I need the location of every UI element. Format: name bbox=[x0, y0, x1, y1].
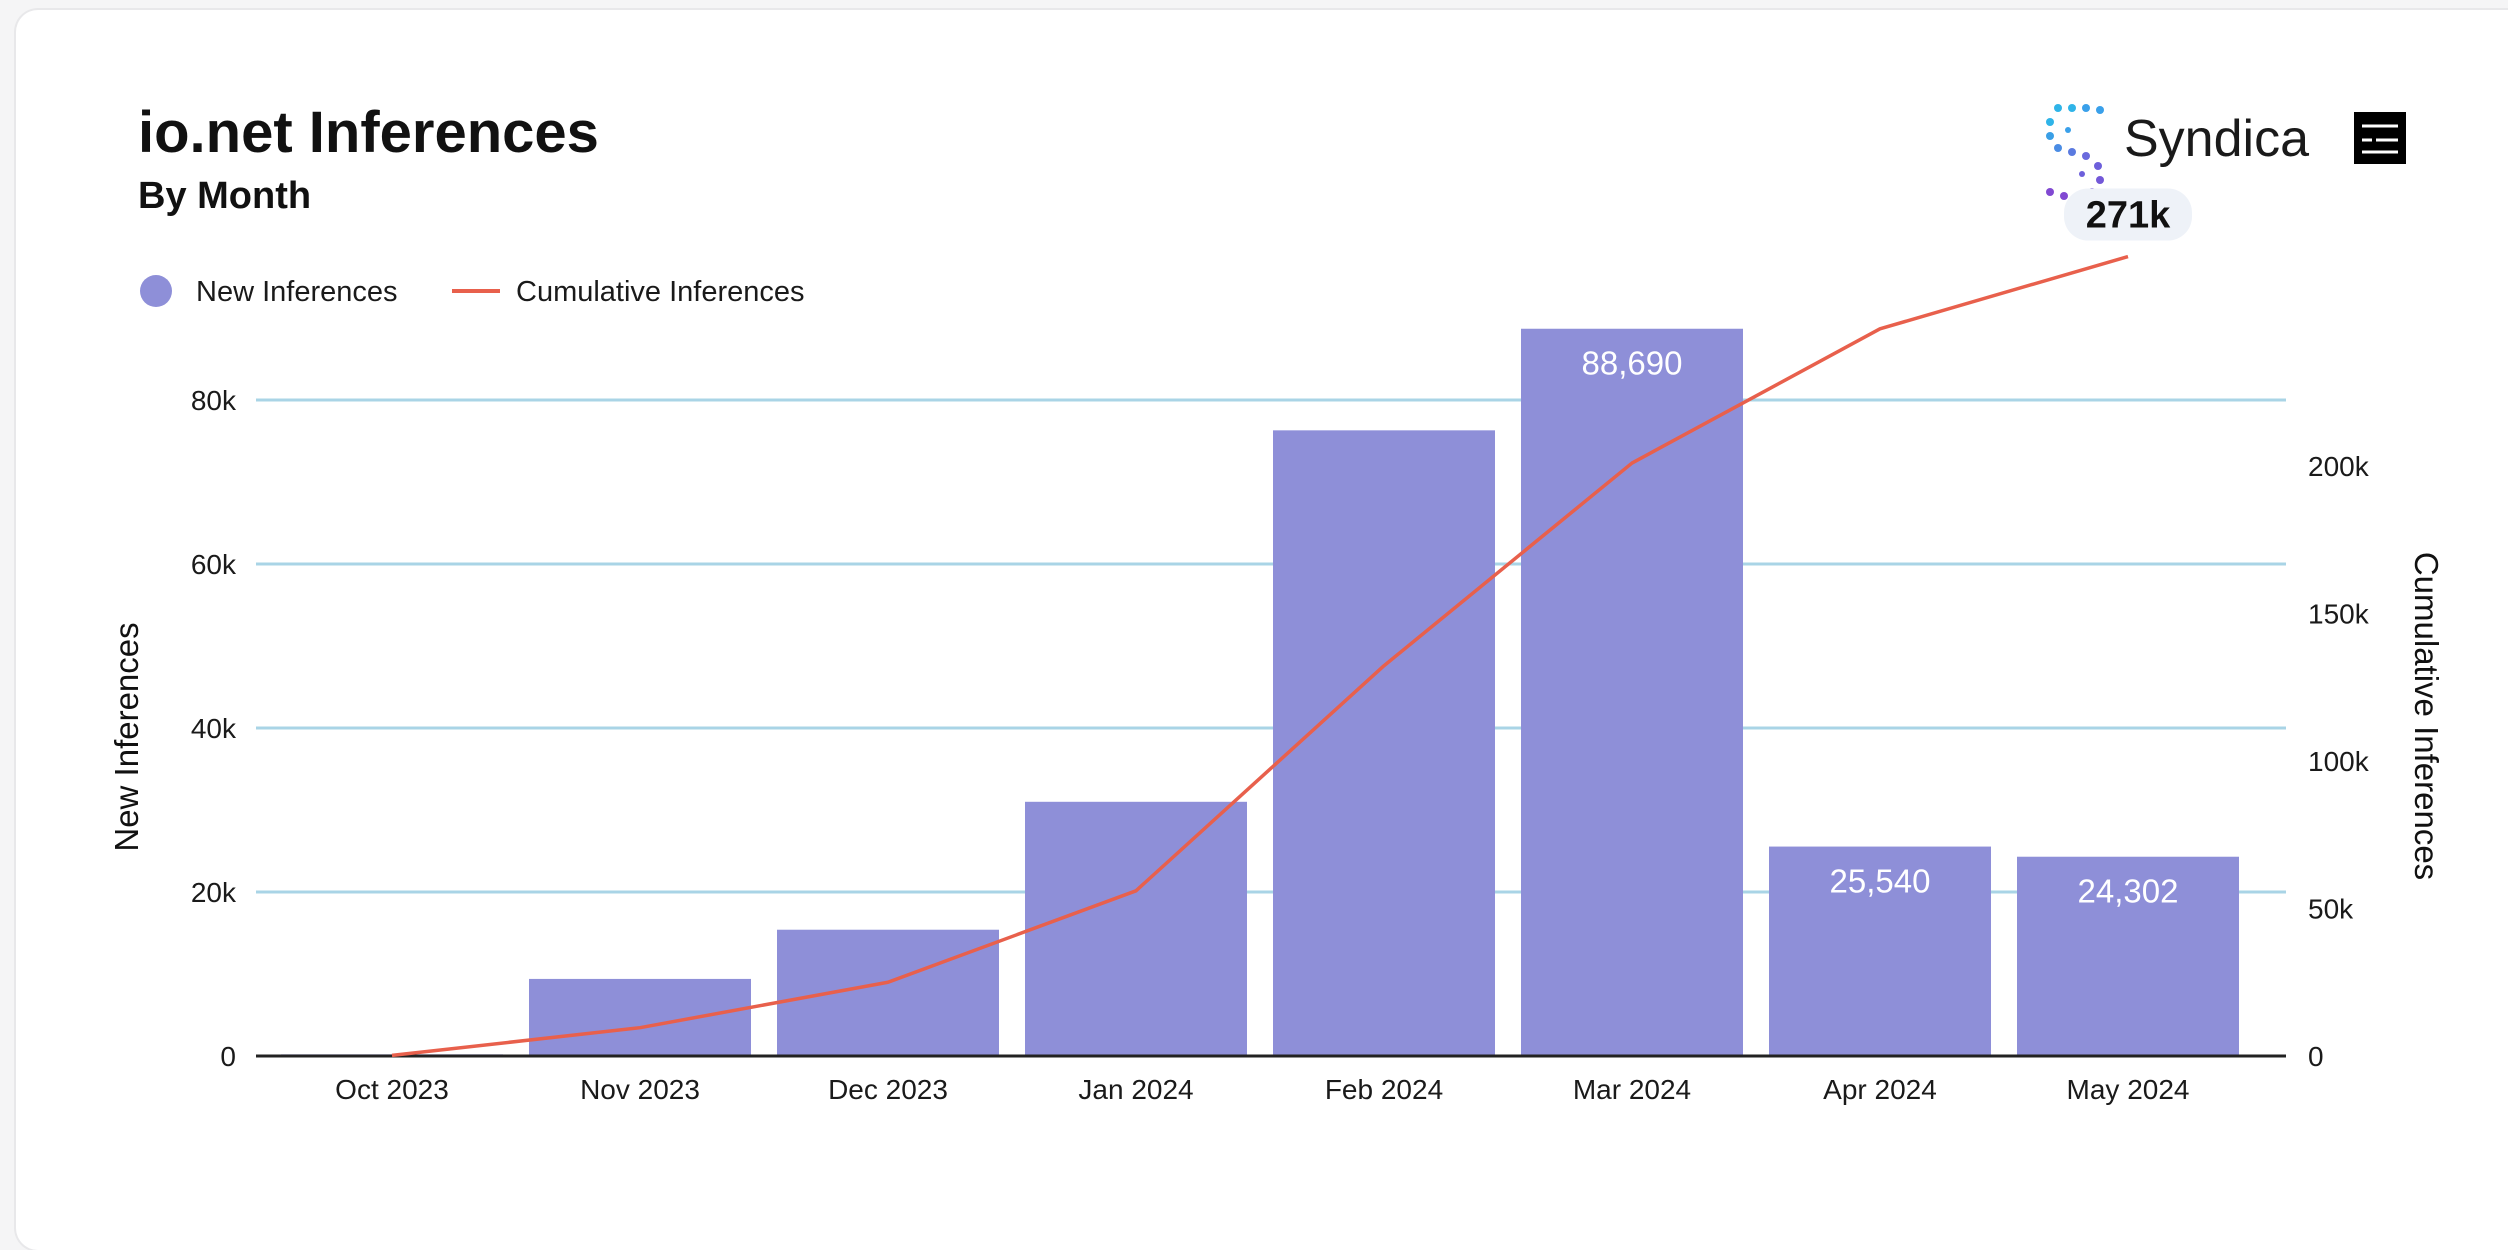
bar-data-label: 24,302 bbox=[2078, 873, 2179, 910]
bar bbox=[1521, 328, 1743, 1056]
bar-data-label: 25,540 bbox=[1830, 863, 1931, 900]
gridlines bbox=[256, 398, 2286, 894]
y2-tick-label: 200k bbox=[2308, 451, 2370, 482]
y2-tick-label: 100k bbox=[2308, 746, 2370, 777]
y2-axis-title: Cumulative Inferences bbox=[2408, 552, 2445, 880]
y2-tick-label: 150k bbox=[2308, 599, 2370, 630]
x-tick-label: Feb 2024 bbox=[1325, 1074, 1443, 1105]
x-tick-label: Jan 2024 bbox=[1078, 1074, 1193, 1105]
y-tick-label: 20k bbox=[191, 877, 237, 908]
data-labels: 88,690 25,540 24,302 bbox=[1582, 345, 2179, 910]
y-tick-label: 40k bbox=[191, 713, 237, 744]
y2-tick-label: 50k bbox=[2308, 894, 2354, 925]
bar-data-label: 88,690 bbox=[1582, 345, 1683, 382]
y-axis-title: New Inferences bbox=[108, 622, 145, 851]
legend-bar-swatch bbox=[140, 275, 172, 307]
chart-subtitle: By Month bbox=[138, 175, 311, 217]
y2-axis-ticks: 0 50k 100k 150k 200k bbox=[2308, 451, 2370, 1072]
legend: New Inferences Cumulative Inferences bbox=[140, 275, 805, 308]
chart-title: io.net Inferences bbox=[138, 100, 599, 165]
brand-text: Syndica bbox=[2124, 110, 2309, 168]
x-axis-ticks: Oct 2023 Nov 2023 Dec 2023 Jan 2024 Feb 2024… bbox=[335, 1074, 2189, 1105]
bar bbox=[1273, 430, 1495, 1057]
callout: 271k bbox=[2064, 188, 2192, 241]
y-axis-ticks: 0 20k 40k 60k 80k bbox=[191, 385, 237, 1072]
bar bbox=[1769, 846, 1991, 1056]
bars bbox=[281, 328, 2239, 1057]
y-tick-label: 60k bbox=[191, 549, 237, 580]
cumulative-series-line bbox=[391, 254, 2129, 1058]
bar bbox=[2017, 856, 2239, 1056]
x-tick-label: Oct 2023 bbox=[335, 1074, 449, 1105]
legend-new-inferences: New Inferences bbox=[196, 276, 398, 308]
x-tick-label: May 2024 bbox=[2067, 1074, 2190, 1105]
y2-tick-label: 0 bbox=[2308, 1041, 2324, 1072]
chart: io.net Inferences By Month Syndica bbox=[108, 100, 2445, 1105]
y-tick-label: 80k bbox=[191, 385, 237, 416]
bar bbox=[529, 978, 751, 1056]
syndica-logo: Syndica bbox=[2046, 104, 2309, 200]
bar bbox=[1025, 801, 1247, 1056]
cumulative-line bbox=[391, 254, 2129, 1058]
x-tick-label: Apr 2024 bbox=[1823, 1074, 1937, 1105]
syndica-dots-s-icon bbox=[2046, 104, 2104, 200]
legend-cumulative-inferences: Cumulative Inferences bbox=[516, 276, 805, 308]
callout-label: 271k bbox=[2086, 195, 2171, 237]
callout-bubble bbox=[2064, 188, 2192, 241]
x-tick-label: Dec 2023 bbox=[828, 1074, 948, 1105]
y-tick-label: 0 bbox=[220, 1041, 236, 1072]
io-net-badge-icon bbox=[2354, 112, 2406, 164]
x-tick-label: Mar 2024 bbox=[1573, 1074, 1691, 1105]
bar bbox=[777, 929, 999, 1056]
x-tick-label: Nov 2023 bbox=[580, 1074, 700, 1105]
